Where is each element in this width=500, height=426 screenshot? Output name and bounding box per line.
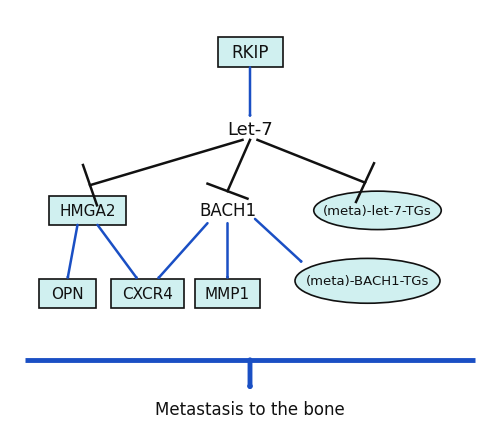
Text: (meta)-let-7-TGs: (meta)-let-7-TGs: [323, 204, 432, 217]
Text: OPN: OPN: [51, 286, 84, 302]
FancyBboxPatch shape: [195, 279, 260, 308]
Text: MMP1: MMP1: [205, 286, 250, 302]
Text: CXCR4: CXCR4: [122, 286, 173, 302]
Ellipse shape: [295, 259, 440, 303]
Text: (meta)-BACH1-TGs: (meta)-BACH1-TGs: [306, 275, 429, 288]
FancyBboxPatch shape: [48, 196, 126, 225]
Ellipse shape: [314, 192, 442, 230]
Text: Metastasis to the bone: Metastasis to the bone: [155, 400, 345, 418]
FancyBboxPatch shape: [39, 279, 96, 308]
Text: BACH1: BACH1: [199, 202, 256, 220]
Text: Let-7: Let-7: [227, 121, 273, 139]
FancyBboxPatch shape: [218, 38, 282, 68]
FancyBboxPatch shape: [111, 279, 184, 308]
Text: RKIP: RKIP: [231, 44, 269, 62]
Text: HMGA2: HMGA2: [60, 203, 116, 219]
